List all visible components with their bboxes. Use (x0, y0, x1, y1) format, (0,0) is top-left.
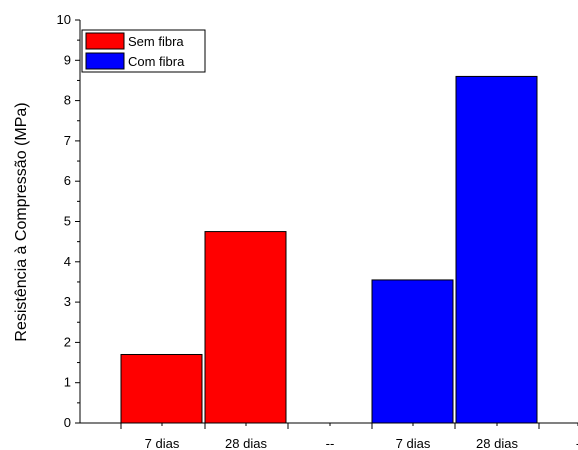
y-tick-label: 6 (64, 173, 71, 188)
bars (120, 75, 538, 424)
x-tick-label: - (576, 436, 578, 450)
y-tick-label: 8 (64, 93, 71, 108)
y-tick-label: 9 (64, 52, 71, 67)
y-axis-label: Resistência à Compressão (MPa) (13, 102, 30, 341)
x-tick-label: 28 dias (225, 436, 267, 450)
y-tick-label: 1 (64, 375, 71, 390)
legend-label-com-fibra: Com fibra (128, 54, 185, 69)
x-tick-label: 7 dias (396, 436, 431, 450)
bar-com-fibra-28-dias (455, 75, 538, 424)
bar-sem-fibra-28-dias (204, 231, 287, 424)
y-tick-label: 10 (57, 12, 71, 27)
y-tick-label: 3 (64, 294, 71, 309)
y-axis-ticks: 0 1 2 3 4 5 6 7 8 9 10 (57, 12, 80, 430)
legend: Sem fibra Com fibra (81, 29, 206, 73)
x-axis-ticks: 7 dias 28 dias -- 7 dias 28 dias - (120, 423, 578, 450)
legend-swatch-sem-fibra (85, 32, 125, 50)
y-tick-label: 2 (64, 334, 71, 349)
y-tick-label: 0 (64, 415, 71, 430)
x-tick-label: 28 dias (476, 436, 518, 450)
legend-label-sem-fibra: Sem fibra (128, 34, 184, 49)
legend-swatch-com-fibra (85, 52, 125, 70)
bar-com-fibra-7-dias (371, 279, 454, 424)
y-tick-label: 7 (64, 133, 71, 148)
x-tick-label: 7 dias (145, 436, 180, 450)
x-tick-label: -- (326, 436, 335, 450)
y-tick-label: 5 (64, 214, 71, 229)
bar-sem-fibra-7-dias (120, 353, 203, 424)
y-tick-label: 4 (64, 254, 71, 269)
